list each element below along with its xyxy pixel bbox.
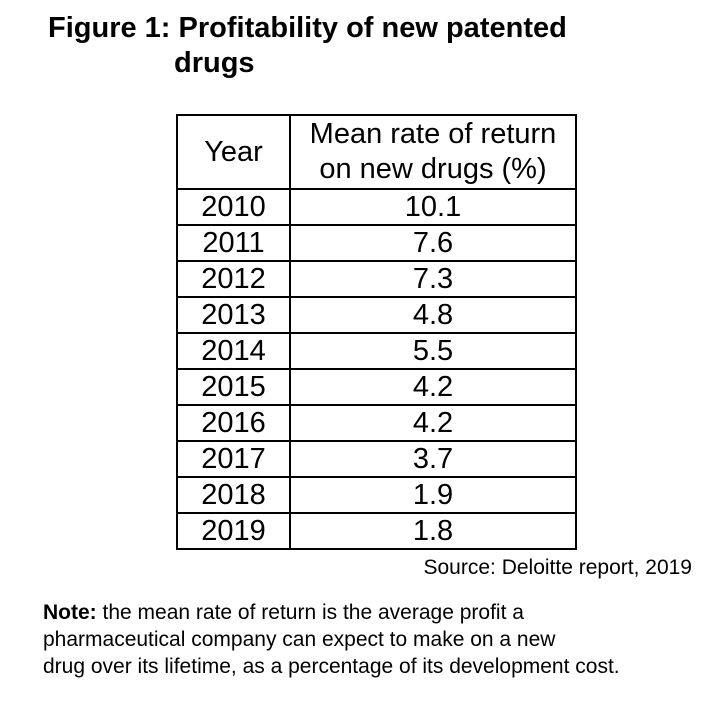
value-cell: 1.8 — [289, 512, 577, 550]
note-line2: pharmaceutical company can expect to mak… — [43, 628, 556, 651]
year-column-header: Year — [176, 114, 291, 190]
value-cell: 1.9 — [289, 476, 577, 514]
value-cell: 4.2 — [289, 404, 577, 442]
value-column-header: Mean rate of return on new drugs (%) — [289, 114, 577, 190]
year-cell: 2011 — [176, 224, 291, 262]
source-caption: Source: Deloitte report, 2019 — [423, 556, 693, 579]
value-cell: 4.8 — [289, 296, 577, 334]
note-label: Note: — [43, 601, 97, 624]
table-row: 2014 5.5 — [176, 332, 577, 370]
year-cell: 2019 — [176, 512, 291, 550]
figure-title-line2: drugs — [174, 47, 255, 79]
table-row: 2011 7.6 — [176, 224, 577, 262]
year-cell: 2016 — [176, 404, 291, 442]
table-row: 2018 1.9 — [176, 476, 577, 514]
profitability-table: Year Mean rate of return on new drugs (%… — [176, 114, 577, 550]
year-cell: 2015 — [176, 368, 291, 406]
note-paragraph: Note: the mean rate of return is the ave… — [43, 599, 620, 680]
table-row: 2012 7.3 — [176, 260, 577, 298]
note-line1-text: the mean rate of return is the average p… — [96, 601, 524, 624]
year-cell: 2012 — [176, 260, 291, 298]
table-row: 2013 4.8 — [176, 296, 577, 334]
table-row: 2010 10.1 — [176, 188, 577, 226]
figure-title-line1: Figure 1: Profitability of new patented — [48, 12, 567, 44]
value-cell: 3.7 — [289, 440, 577, 478]
table-row: 2019 1.8 — [176, 512, 577, 550]
year-cell: 2017 — [176, 440, 291, 478]
year-cell: 2018 — [176, 476, 291, 514]
table-header-row: Year Mean rate of return on new drugs (%… — [176, 114, 577, 190]
figure-title: Figure 1: Profitability of new patented … — [48, 11, 567, 81]
value-cell: 7.6 — [289, 224, 577, 262]
value-column-header-line2: on new drugs (%) — [319, 153, 547, 185]
table-body: 2010 10.1 2011 7.6 2012 7.3 2013 4.8 201… — [176, 188, 577, 550]
table-row: 2015 4.2 — [176, 368, 577, 406]
year-cell: 2013 — [176, 296, 291, 334]
table-row: 2017 3.7 — [176, 440, 577, 478]
year-cell: 2014 — [176, 332, 291, 370]
value-column-header-line1: Mean rate of return — [309, 118, 557, 150]
note-line3: drug over its lifetime, as a percentage … — [43, 655, 620, 678]
year-cell: 2010 — [176, 188, 291, 226]
value-cell: 5.5 — [289, 332, 577, 370]
value-cell: 10.1 — [289, 188, 577, 226]
note-line1: Note: the mean rate of return is the ave… — [43, 599, 620, 626]
value-cell: 7.3 — [289, 260, 577, 298]
table-row: 2016 4.2 — [176, 404, 577, 442]
value-cell: 4.2 — [289, 368, 577, 406]
